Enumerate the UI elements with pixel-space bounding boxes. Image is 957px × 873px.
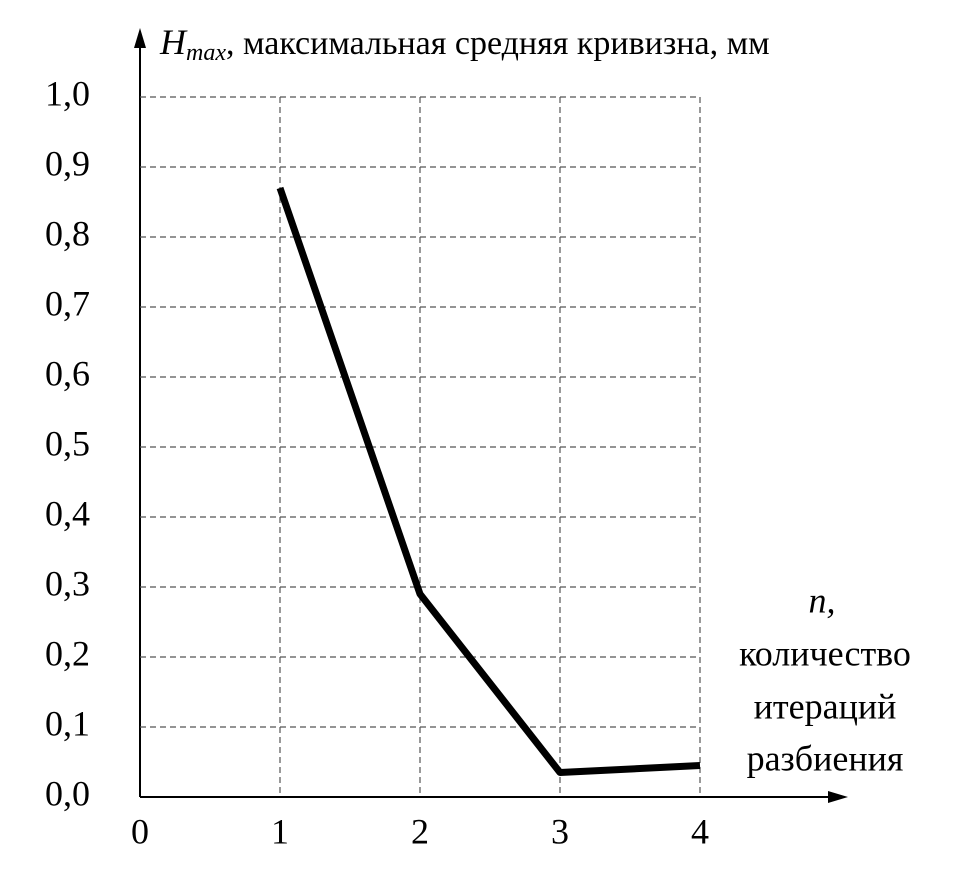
y-tick-label: 1,0 bbox=[45, 73, 90, 113]
x-axis-arrow bbox=[828, 791, 848, 803]
x-tick-label: 4 bbox=[691, 811, 709, 851]
y-tick-label: 0,5 bbox=[45, 423, 90, 463]
y-axis-text: , максимальная средняя кривизна, мм bbox=[226, 25, 770, 62]
y-tick-label: 0,8 bbox=[45, 213, 90, 253]
y-axis-arrow bbox=[134, 28, 146, 48]
x-tick-label: 1 bbox=[271, 811, 289, 851]
y-tick-label: 0,1 bbox=[45, 703, 90, 743]
y-tick-label: 0,7 bbox=[45, 283, 90, 323]
x-axis-symbol: n, bbox=[809, 580, 836, 620]
y-tick-label: 0,4 bbox=[45, 493, 90, 533]
x-axis-title-line: разбиения bbox=[747, 738, 904, 778]
y-tick-label: 0,3 bbox=[45, 563, 90, 603]
y-axis-title: Hmax, максимальная средняя кривизна, мм bbox=[159, 22, 770, 65]
y-tick-label: 0,6 bbox=[45, 353, 90, 393]
x-tick-label: 2 bbox=[411, 811, 429, 851]
y-tick-label: 0,9 bbox=[45, 143, 90, 183]
y-axis-symbol: H bbox=[159, 22, 188, 62]
y-tick-label: 0,0 bbox=[45, 773, 90, 813]
x-tick-label: 3 bbox=[551, 811, 569, 851]
y-axis-subscript: max bbox=[186, 40, 226, 66]
line bbox=[276, 186, 701, 776]
y-tick-label: 0,2 bbox=[45, 633, 90, 673]
x-axis-title-line: итераций bbox=[754, 686, 897, 726]
x-axis-title-line: количество bbox=[739, 633, 911, 673]
x-tick-label: 0 bbox=[131, 811, 149, 851]
